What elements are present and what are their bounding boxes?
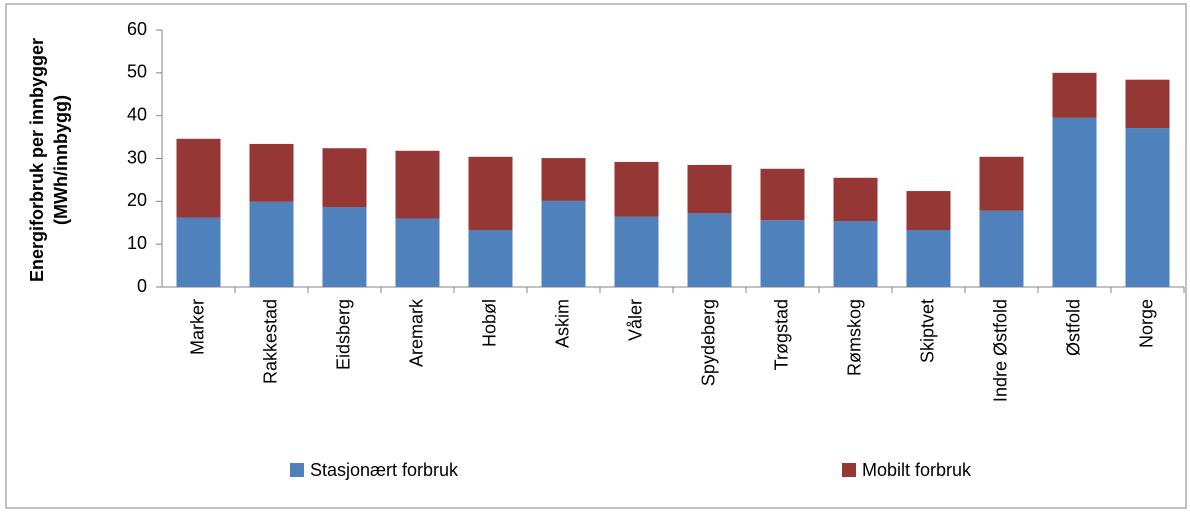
y-axis-title: Energiforbruk per innbygger (MWh/innbygg… [27,38,71,282]
bar-segment [614,216,659,287]
bar-segment [833,177,878,222]
bar-segment [1052,117,1097,287]
y-tick-label: 0 [137,276,147,296]
bar-segment [468,230,513,287]
x-tick-label: Våler [625,299,645,341]
bar-segment [395,218,440,287]
bar-segment [760,168,805,221]
bar-segment [614,161,659,217]
bar-segment [541,200,586,287]
bar-segment [1052,72,1097,118]
x-tick-label: Marker [187,299,207,355]
x-tick-label: Trøgstad [771,299,791,370]
bar-segment [1125,128,1170,287]
x-tick-label: Rakkestad [260,299,280,384]
bar-segment [687,164,732,214]
y-tick-label: 60 [127,19,147,39]
y-axis-title-line: (MWh/innbygg) [51,95,71,225]
bar-segment [906,191,951,231]
bar-segment [176,138,221,218]
bar-segment [833,221,878,287]
bar-segment [979,210,1024,287]
x-tick-label: Østfold [1063,299,1083,356]
x-tick-label: Spydeberg [698,299,718,386]
bar-segment [468,156,513,231]
y-tick-label: 40 [127,104,147,124]
bar-segment [249,201,294,287]
x-tick-label: Indre Østfold [990,299,1010,402]
x-tick-label: Eidsberg [333,299,353,370]
x-tick-label: Aremark [406,298,426,367]
x-tick-label: Hobøl [479,299,499,347]
y-tick-label: 30 [127,147,147,167]
x-tick-label: Rømskog [844,299,864,376]
bar-segment [541,158,586,201]
y-axis-title-line: Energiforbruk per innbygger [27,38,47,282]
bar-segment [395,150,440,219]
legend-swatch [290,463,304,477]
bar-segment [760,220,805,287]
bar-segment [249,143,294,202]
y-tick-label: 50 [127,62,147,82]
bar-segment [176,217,221,287]
bar-segment [1125,79,1170,129]
x-tick-label: Norge [1136,299,1156,348]
x-tick-label: Skiptvet [917,299,937,363]
bar-segment [906,230,951,287]
y-tick-label: 20 [127,190,147,210]
legend-swatch [842,463,856,477]
x-tick-label: Askim [552,299,572,348]
legend-label: Stasjonært forbruk [310,460,459,480]
bar-segment [322,207,367,287]
legend-label: Mobilt forbruk [862,460,972,480]
bar-segment [322,148,367,208]
y-tick-label: 10 [127,233,147,253]
bar-segment [979,156,1024,211]
bar-segment [687,213,732,287]
